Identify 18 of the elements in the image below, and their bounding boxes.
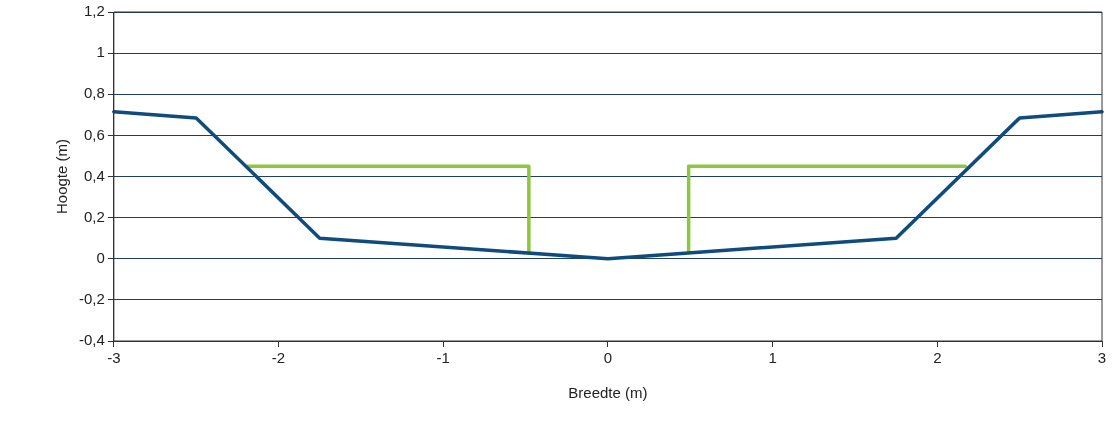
y-tick-label: 0,2	[83, 207, 105, 225]
x-tick-label: -1	[436, 349, 450, 367]
x-tick-label: 3	[1097, 349, 1107, 367]
y-tick-label: 0,4	[83, 166, 105, 184]
x-axis-title: Breedte (m)	[568, 384, 648, 402]
x-tick-label: -2	[271, 349, 286, 367]
y-tick-label: -0,4	[78, 331, 105, 349]
y-tick-label: 0,8	[83, 84, 105, 102]
y-axis-title: Hoogte (m)	[53, 138, 71, 215]
y-tick-label: 1	[96, 43, 105, 61]
x-tick-label: 0	[603, 349, 613, 367]
y-tick-label: -0,2	[78, 290, 105, 308]
x-tick-label: 2	[933, 349, 942, 367]
x-tick-label: -3	[107, 349, 121, 367]
y-tick-label: 0,6	[83, 125, 105, 143]
x-tick-label: 1	[768, 349, 777, 367]
y-tick-label: 1,2	[83, 2, 105, 20]
y-tick-label: 0	[96, 248, 105, 266]
